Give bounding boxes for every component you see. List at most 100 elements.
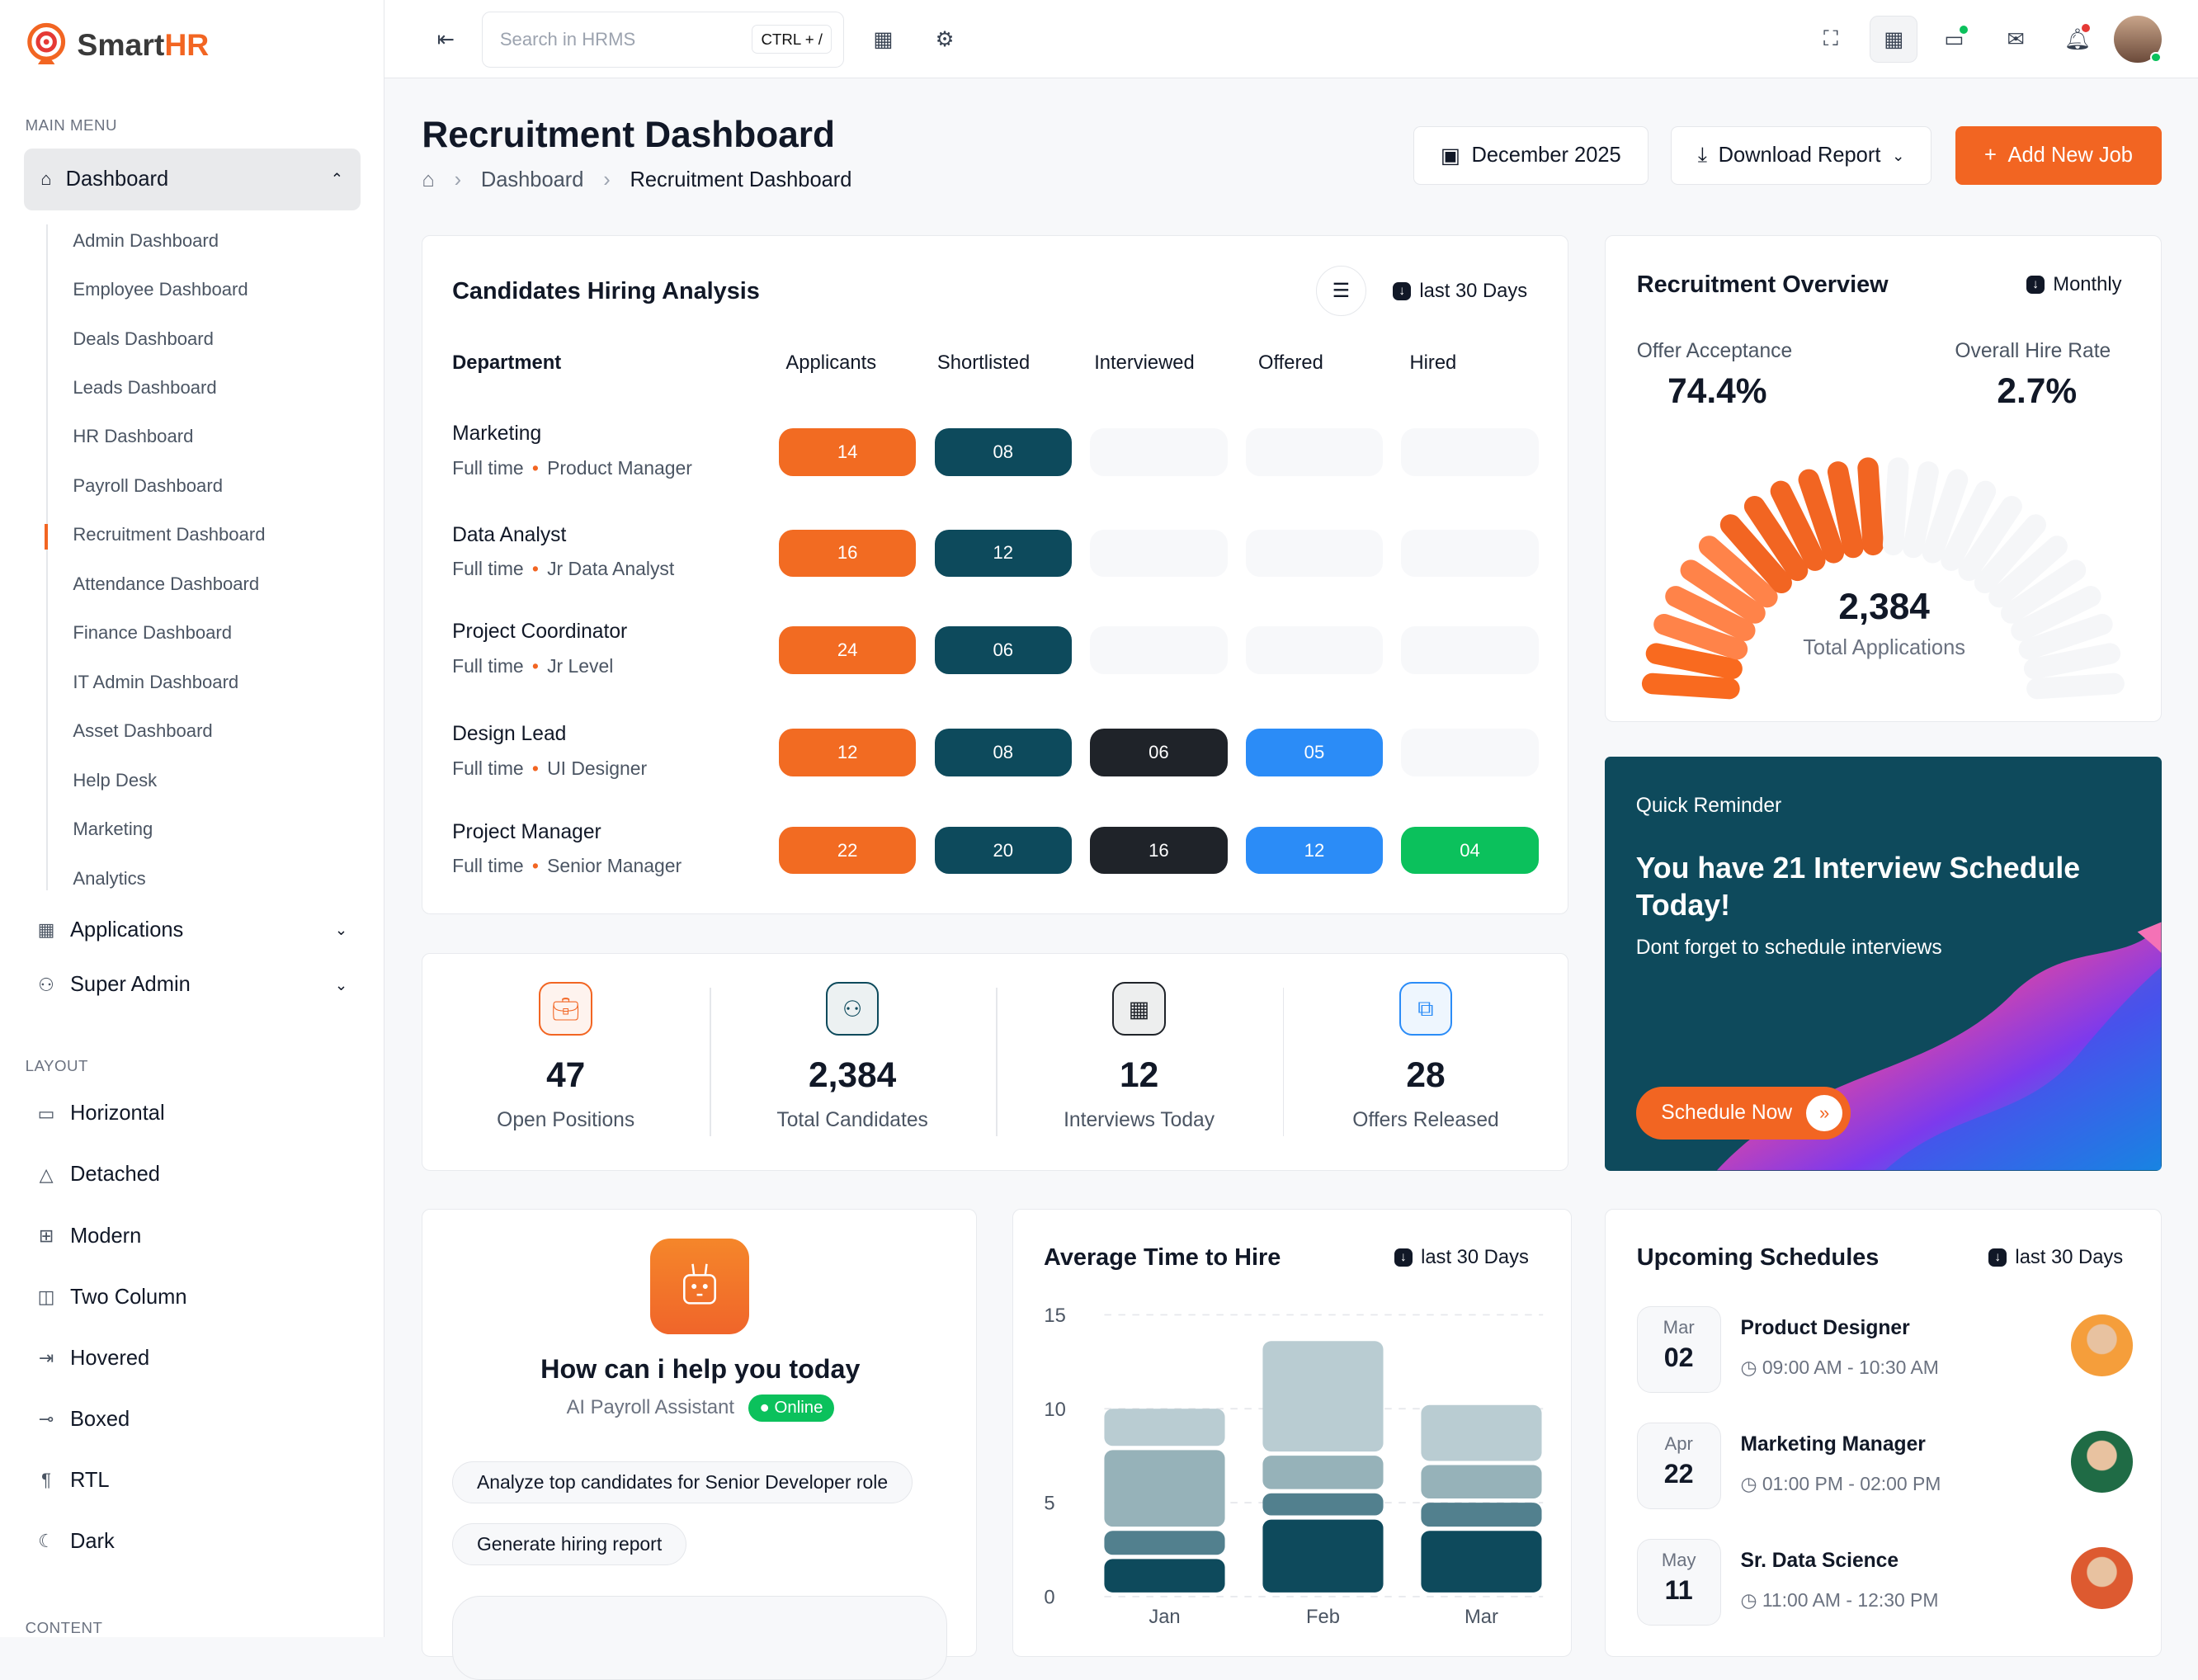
settings-gear-icon[interactable]: ⚙ [935,27,955,51]
divider [1282,988,1285,1137]
schedule-item[interactable]: Mar 02 Product Designer ◷ 09:00 AM - 10:30 … [1636,1305,2134,1394]
sidebar-layout-item[interactable]: ⊞ Modern [36,1225,347,1248]
chevron-down-icon: ⌄ [334,975,348,993]
bar-segment[interactable] [1262,1455,1384,1489]
sidebar-subitem[interactable]: Leads Dashboard [73,377,217,399]
avatar[interactable] [2114,15,2162,64]
robot-icon [649,1239,750,1334]
sidebar-subitem[interactable]: Help Desk [73,769,158,790]
period-filter[interactable]: ↓ last 30 Days [1394,1246,1529,1269]
x-tick-label: Mar [1465,1606,1498,1628]
sidebar-item-label: Boxed [69,1407,130,1431]
sidebar-item-applications[interactable]: ▦ Applications ⌄ [36,918,348,942]
sidebar-subitem[interactable]: IT Admin Dashboard [73,671,239,692]
bar-segment[interactable] [1421,1404,1542,1461]
hover-icon: ⇥ [38,1347,54,1369]
chat-input[interactable] [452,1596,947,1680]
page-title: Recruitment Dashboard [422,115,835,156]
sidebar-layout-item[interactable]: △ Detached [36,1163,347,1187]
sidebar-subitem[interactable]: Analytics [73,867,146,889]
sidebar-subitem[interactable]: Employee Dashboard [73,279,248,300]
sidebar-subitem[interactable]: Deals Dashboard [73,328,214,349]
gauge-bar-empty [1988,536,2068,608]
avatar [2071,1430,2134,1493]
sidebar-item-dashboard[interactable]: ⌂ Dashboard ⌃ [23,149,361,210]
date-picker-button[interactable]: ▣ December 2025 [1413,125,1648,186]
reminder-kicker: Quick Reminder [1635,795,1782,818]
date-box: May 11 [1636,1538,1721,1626]
suggestion-chip[interactable]: Generate hiring report [452,1523,687,1566]
stat-label: Offers Released [1352,1108,1499,1131]
bar-segment[interactable] [1104,1530,1225,1555]
period-filter[interactable]: ↓ last 30 Days [1988,1246,2123,1269]
sidebar-subitem[interactable]: HR Dashboard [73,426,194,447]
count-pill: 06 [1090,728,1228,776]
brand-name: Smart [77,26,165,62]
role: Jr Level [547,654,614,677]
date-box: Mar 02 [1636,1305,1721,1394]
gauge-bar-filled [1857,457,1884,556]
average-time-to-hire-card: Average Time to Hire ↓ last 30 Days 0 5 10 1… [1012,1208,1572,1658]
hire-rate-value: 2.7% [1997,370,2078,410]
period-filter[interactable]: ↓ Monthly [2026,273,2122,296]
schedule-item[interactable]: May 11 Sr. Data Science ◷ 11:00 AM - 12:30 … [1636,1538,2134,1626]
stat-value: 12 [1119,1055,1159,1094]
assistant-subtitle: AI Payroll Assistant [566,1396,734,1419]
breadcrumb-dashboard[interactable]: Dashboard [480,168,584,191]
filter-sliders-icon[interactable]: ☰ [1315,266,1366,317]
schedule-item[interactable]: Apr 22 Marketing Manager ◷ 01:00 PM - 02:00… [1636,1422,2134,1510]
sidebar-subitem[interactable]: Attendance Dashboard [73,573,260,594]
fullscreen-icon[interactable]: ⛶ [1823,26,1838,50]
divider [709,988,711,1137]
chat-icon[interactable]: ▭ [1937,22,1971,56]
period-label: last 30 Days [2015,1245,2124,1268]
apps-icon[interactable]: ▦ [1870,15,1918,64]
sidebar-layout-item[interactable]: ⊸ Boxed [36,1408,347,1432]
sidebar-layout-item[interactable]: ◫ Two Column [36,1286,347,1310]
sidebar-layout-item[interactable]: ⇥ Hovered [36,1347,347,1371]
sidebar-subitem[interactable]: Finance Dashboard [73,622,233,644]
collapse-sidebar-icon[interactable]: ⇤ [436,27,455,51]
bar-segment[interactable] [1421,1465,1542,1498]
sidebar-subitem[interactable]: Recruitment Dashboard [73,524,266,545]
period-filter[interactable]: ↓ last 30 Days [1393,280,1527,303]
schedule-now-button[interactable]: Schedule Now » [1635,1086,1851,1140]
bar-segment[interactable] [1104,1558,1225,1593]
sidebar-subitem[interactable]: Payroll Dashboard [73,474,223,496]
total-applications-value: 2,384 [1838,587,1930,628]
gauge-chart [1642,457,2125,700]
bar-segment[interactable] [1104,1408,1225,1446]
bar-segment[interactable] [1262,1519,1384,1593]
bar-segment[interactable] [1421,1502,1542,1527]
count-pill: 16 [1090,826,1228,875]
sidebar-subitem[interactable]: Asset Dashboard [73,720,213,742]
sidebar-item-super-admin[interactable]: ⚇ Super Admin ⌄ [36,973,347,997]
bar-segment[interactable] [1104,1449,1225,1527]
column-header: Interviewed [1094,351,1195,374]
layout-label: LAYOUT [25,1057,88,1075]
logo[interactable]: SmartHR [24,22,209,67]
sidebar-item-label: Dark [69,1529,115,1553]
stat-value: 28 [1406,1055,1446,1094]
mail-icon[interactable]: ✉ [2007,27,2025,51]
sidebar-item-label: Two Column [69,1285,187,1309]
gauge-bar-filled [1642,673,1740,700]
sidebar-subitem[interactable]: Marketing [73,819,153,840]
suggestion-chip[interactable]: Analyze top candidates for Senior Develo… [452,1461,913,1504]
apps-grid-icon[interactable]: ▦ [873,27,894,51]
period-label: last 30 Days [1421,1245,1529,1268]
download-report-button[interactable]: ⤓ Download Report ⌄ [1671,125,1932,186]
sidebar-layout-item[interactable]: ▭ Horizontal [36,1102,347,1126]
department-cell: Design Lead Full time • UI Designer [452,723,647,780]
sidebar-subitem[interactable]: Admin Dashboard [73,229,219,251]
bar-segment[interactable] [1262,1493,1384,1516]
search-input[interactable]: Search in HRMS CTRL + / [482,11,844,68]
sidebar-layout-item[interactable]: ☾ Dark [36,1530,347,1554]
bell-icon[interactable]: 🔔︎ [2061,22,2095,56]
count-pill [1401,529,1539,578]
sidebar-layout-item[interactable]: ¶ RTL [36,1469,347,1493]
add-new-job-button[interactable]: + Add New Job [1955,125,2162,186]
bar-segment[interactable] [1262,1340,1384,1451]
home-icon[interactable]: ⌂ [422,168,435,191]
bar-segment[interactable] [1421,1530,1542,1593]
